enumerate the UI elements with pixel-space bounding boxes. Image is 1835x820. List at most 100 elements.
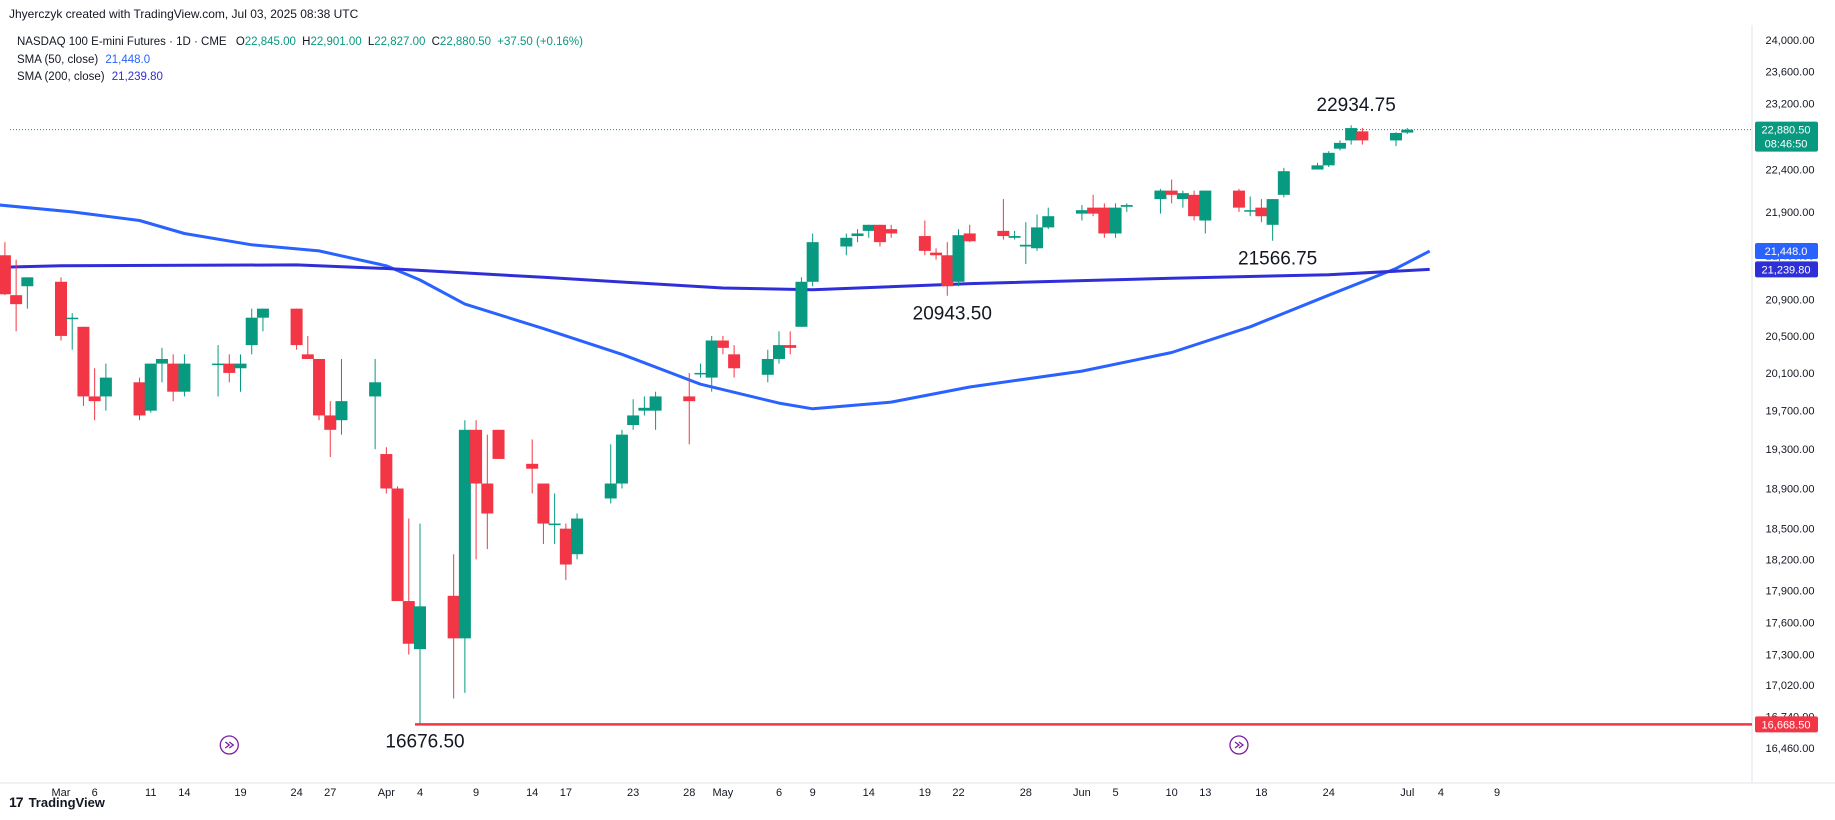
x-tick-label: 28 [683, 787, 695, 799]
candle-body [212, 363, 225, 366]
candle-body [873, 224, 886, 243]
candle [77, 326, 90, 406]
candle [1019, 222, 1032, 265]
candle [10, 259, 23, 332]
x-tick-label: May [713, 787, 734, 799]
x-tick-label: 24 [1323, 787, 1335, 799]
candle-body [1356, 131, 1369, 141]
candle-body [851, 233, 864, 237]
candle-body [0, 255, 11, 295]
candle [313, 358, 326, 421]
x-tick-label: 9 [810, 787, 816, 799]
candle [638, 396, 651, 416]
symbol-label[interactable]: NASDAQ 100 E-mini Futures · 1D · CME [17, 36, 227, 48]
y-tick-label: 23,200.00 [1766, 99, 1815, 111]
y-tick-label: 24,000.00 [1766, 35, 1815, 47]
y-tick-label: 17,600.00 [1766, 617, 1815, 629]
candle-body [481, 483, 494, 514]
chart-legend: NASDAQ 100 E-mini Futures · 1D · CME O22… [17, 34, 583, 87]
tradingview-logo-icon: 17 [9, 794, 24, 810]
candle-body [1008, 236, 1021, 238]
x-tick-label: 22 [952, 787, 964, 799]
sma50-line [0, 203, 1431, 411]
legend-ohlc-row: NASDAQ 100 E-mini Futures · 1D · CME O22… [17, 34, 583, 52]
legend-sma200-row[interactable]: SMA (200, close) 21,239.80 [17, 69, 583, 87]
legend-sma50-row[interactable]: SMA (50, close) 21,448.0 [17, 52, 583, 70]
candle-body [952, 235, 965, 282]
support-tag-bg [1755, 716, 1818, 733]
candle [391, 486, 404, 602]
candle-body [728, 354, 741, 369]
candle-body [941, 255, 954, 287]
candle [402, 518, 415, 655]
x-tick-label: 17 [560, 787, 572, 799]
candle [997, 199, 1010, 240]
y-tick-label: 17,900.00 [1766, 586, 1815, 598]
axes-layer: 24,000.0023,600.0023,200.0022,800.0022,4… [0, 25, 1835, 799]
candle [1031, 214, 1044, 251]
y-tick-label: 17,300.00 [1766, 650, 1815, 662]
candle-body [178, 363, 191, 392]
tradingview-logo-text: TradingView [28, 794, 105, 810]
candle [1008, 230, 1021, 240]
candle [144, 363, 157, 413]
support-tag-label: 16,668.50 [1762, 719, 1811, 731]
candle-body [155, 358, 168, 364]
candle [0, 242, 11, 296]
candle [1322, 151, 1335, 168]
candle-body [290, 308, 303, 346]
candle [548, 493, 561, 544]
candle [1345, 125, 1358, 145]
candle [649, 391, 662, 430]
event-marker-glyph [1234, 741, 1245, 749]
candle-body [683, 396, 696, 402]
price-annotation: 21566.75 [1238, 249, 1317, 270]
x-tick-label: 11 [145, 787, 156, 799]
candle [694, 363, 707, 378]
candle-body [256, 308, 269, 318]
candle [245, 308, 258, 355]
price-annotation: 16676.50 [385, 731, 464, 752]
candle [178, 354, 191, 397]
candle [1255, 199, 1268, 223]
candle-body [77, 326, 90, 397]
tradingview-logo[interactable]: 17 TradingView [9, 794, 105, 810]
close-label: C [431, 36, 440, 48]
candle-body [918, 236, 931, 251]
candle-body [402, 601, 415, 644]
candle [963, 224, 976, 243]
candle [369, 358, 382, 450]
candle [66, 313, 79, 350]
x-tick-label: 5 [1113, 787, 1119, 799]
x-tick-label: 6 [776, 787, 782, 799]
chart-credit: Jhyerczyk created with TradingView.com, … [9, 7, 359, 21]
x-tick-label: 10 [1166, 787, 1178, 799]
candle [1266, 199, 1279, 241]
candle-body [10, 295, 23, 305]
candle-body [1199, 190, 1212, 221]
event-marker-icon [1229, 735, 1249, 755]
candle-body [1401, 129, 1414, 133]
y-tick-label: 19,300.00 [1766, 444, 1815, 456]
candle [559, 523, 572, 581]
x-tick-label: Jun [1073, 787, 1091, 799]
candle-body [99, 377, 112, 397]
candle [290, 308, 303, 350]
candle [1333, 140, 1346, 151]
x-tick-label: 4 [417, 787, 423, 799]
candle [728, 345, 741, 378]
candle-body [324, 415, 337, 430]
candle-body [1390, 133, 1403, 141]
candle [1154, 188, 1167, 214]
x-tick-label: 27 [324, 787, 336, 799]
x-tick-label: 6 [92, 787, 98, 799]
x-tick-label: 9 [1494, 787, 1500, 799]
y-tick-label: 19,700.00 [1766, 406, 1815, 418]
high-value: 22,901.00 [310, 36, 362, 48]
candle [941, 242, 954, 296]
y-tick-label: 18,500.00 [1766, 524, 1815, 536]
x-tick-label: 24 [290, 787, 302, 799]
sma50-tag-bg [1755, 243, 1818, 260]
low-value: 22,827.00 [374, 36, 426, 48]
